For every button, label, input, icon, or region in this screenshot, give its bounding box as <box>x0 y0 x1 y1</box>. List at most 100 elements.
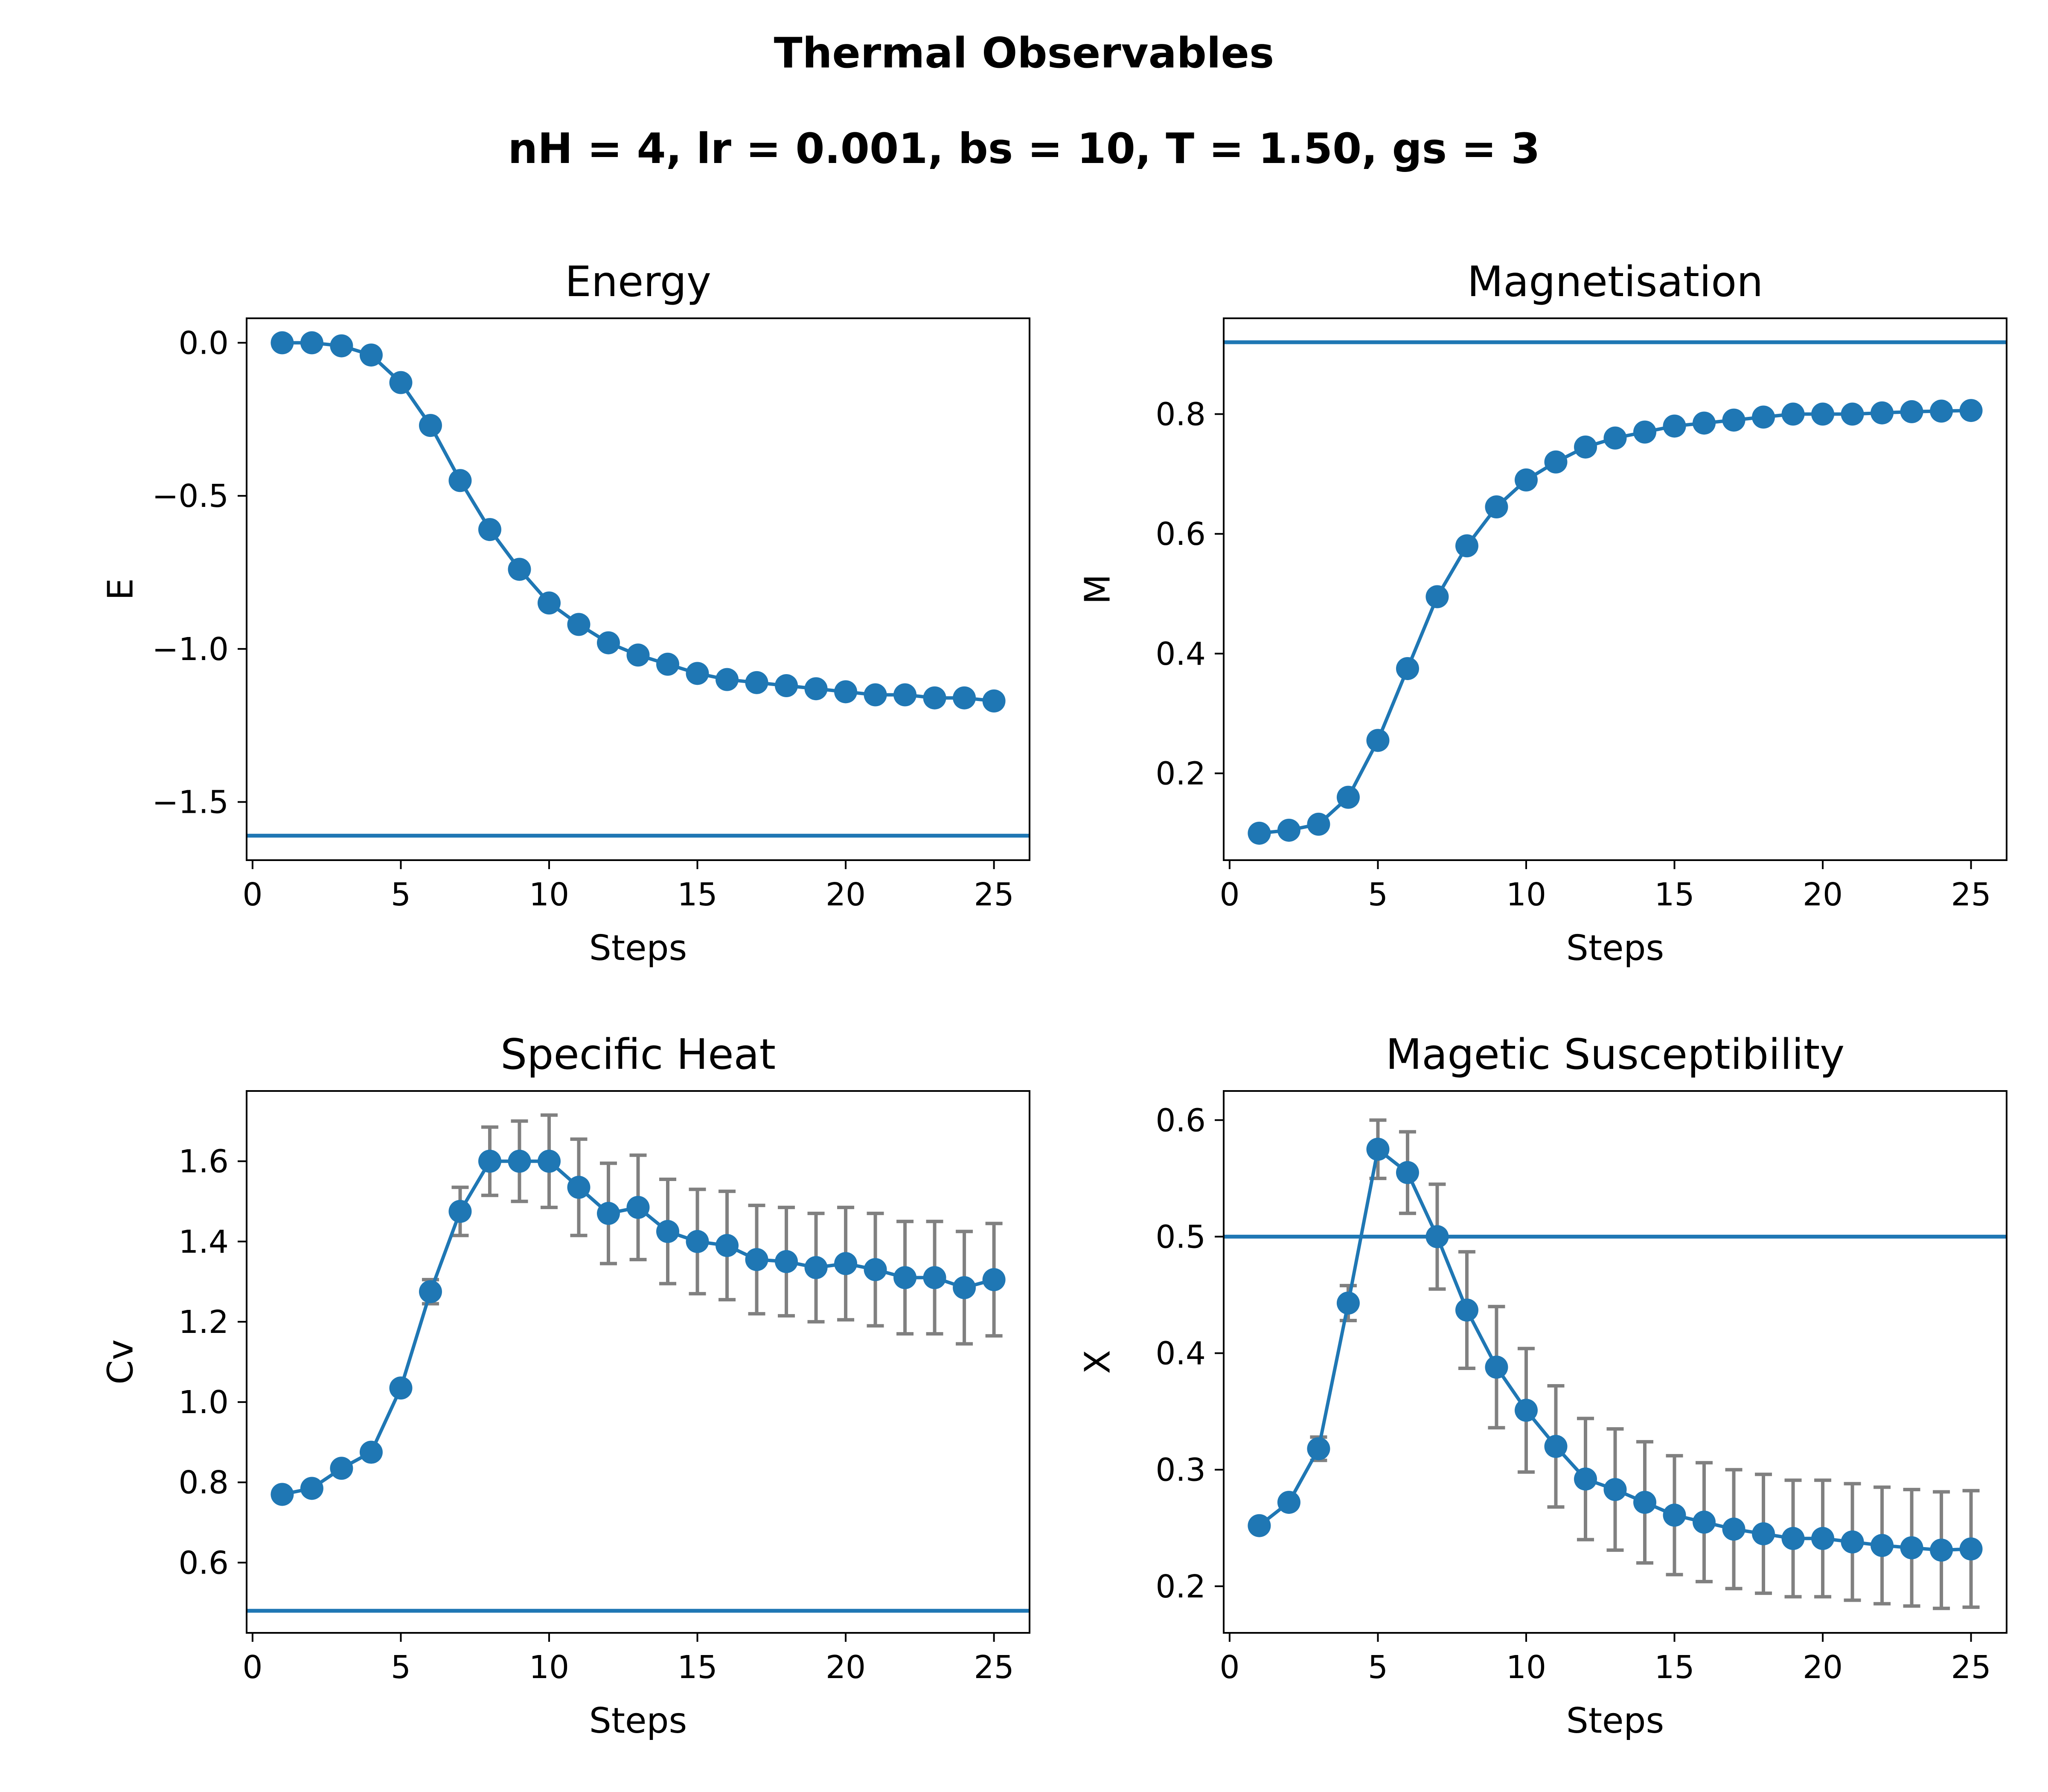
data-point <box>1366 1137 1390 1161</box>
data-point <box>300 1477 323 1500</box>
data-point <box>1959 1537 1983 1561</box>
y-axis-label: Cv <box>100 1339 141 1385</box>
y-tick-label: 0.8 <box>178 1464 229 1501</box>
data-point <box>1514 1399 1538 1422</box>
data-point <box>923 1266 946 1289</box>
x-tick-label: 15 <box>677 876 717 913</box>
data-point <box>1871 1534 1894 1557</box>
data-point <box>478 1149 501 1173</box>
data-point <box>1574 435 1597 459</box>
x-tick-label: 15 <box>1654 1649 1694 1686</box>
y-tick-label: 1.2 <box>178 1304 229 1341</box>
data-point <box>656 652 680 676</box>
data-point <box>1574 1467 1597 1491</box>
data-point <box>864 683 887 707</box>
data-point <box>508 1149 531 1173</box>
data-point <box>1455 1298 1478 1322</box>
axes-frame <box>246 1090 1030 1634</box>
y-tick-label: 0.6 <box>178 1545 229 1581</box>
data-point <box>1277 818 1300 842</box>
data-point <box>1959 399 1983 422</box>
y-tick-label: 0.4 <box>1155 636 1206 672</box>
data-point <box>686 662 709 685</box>
data-point <box>1781 402 1805 426</box>
y-tick-label: −1.0 <box>152 631 229 668</box>
data-point <box>300 331 323 355</box>
y-tick-label: 0.2 <box>1155 1568 1206 1605</box>
data-point <box>745 671 768 694</box>
x-tick-label: 5 <box>391 1649 411 1686</box>
data-point <box>1396 1161 1419 1184</box>
data-point <box>1425 585 1449 608</box>
data-point <box>567 613 591 636</box>
data-point <box>1336 785 1360 809</box>
data-point <box>656 1220 680 1243</box>
data-point <box>626 643 650 667</box>
data-point <box>1722 408 1745 432</box>
data-point <box>745 1248 768 1271</box>
data-point <box>1336 1292 1360 1315</box>
data-point <box>1307 812 1330 836</box>
figure-title: Thermal Observables <box>774 29 1274 78</box>
y-tick-label: 1.6 <box>178 1143 229 1180</box>
y-tick-label: 0.6 <box>1155 516 1206 553</box>
data-point <box>1811 1527 1835 1550</box>
data-point <box>1277 1491 1300 1514</box>
data-point <box>537 591 561 615</box>
data-point <box>893 1266 917 1289</box>
data-point <box>389 371 413 394</box>
data-point <box>1722 1517 1745 1541</box>
y-tick-label: 1.0 <box>178 1384 229 1421</box>
axes-frame <box>1223 1090 2007 1634</box>
data-point <box>359 1440 383 1464</box>
data-point <box>1663 1504 1686 1527</box>
data-point <box>1841 402 1864 426</box>
data-point <box>419 1280 442 1303</box>
data-point <box>982 1268 1006 1292</box>
data-point <box>1248 821 1271 845</box>
x-tick-label: 20 <box>826 876 866 913</box>
axes-frame <box>1223 317 2007 861</box>
plot-title: Magetic Susceptibility <box>1386 1030 1845 1079</box>
x-tick-label: 0 <box>242 876 262 913</box>
x-tick-label: 10 <box>529 876 569 913</box>
data-point <box>448 469 472 492</box>
data-point <box>596 1201 620 1225</box>
axes-frame <box>246 317 1030 861</box>
data-point <box>716 1234 739 1257</box>
data-point <box>834 680 858 704</box>
data-point <box>1603 426 1627 450</box>
data-point <box>1366 729 1390 752</box>
y-tick-label: 0.6 <box>1155 1102 1206 1139</box>
data-point <box>1455 534 1478 558</box>
data-point <box>1485 1356 1508 1379</box>
data-point <box>1900 400 1923 423</box>
data-point <box>1633 1491 1657 1514</box>
x-tick-label: 15 <box>1654 876 1694 913</box>
y-tick-label: 0.8 <box>1155 396 1206 433</box>
x-tick-label: 10 <box>1506 1649 1546 1686</box>
x-tick-label: 20 <box>826 1649 866 1686</box>
data-point <box>1514 468 1538 492</box>
x-tick-label: 20 <box>1803 1649 1843 1686</box>
data-point <box>389 1376 413 1400</box>
x-axis-label: Steps <box>1566 1701 1664 1741</box>
y-tick-label: −0.5 <box>152 478 229 515</box>
y-tick-label: 1.4 <box>178 1224 229 1260</box>
data-point <box>596 631 620 655</box>
y-tick-label: 0.3 <box>1155 1452 1206 1489</box>
data-point <box>716 668 739 691</box>
data-point <box>1544 450 1568 474</box>
data-point <box>1752 1522 1775 1545</box>
data-point <box>271 331 294 355</box>
data-point <box>330 334 353 358</box>
data-point <box>804 677 828 701</box>
data-point <box>448 1200 472 1223</box>
data-point <box>982 689 1006 713</box>
data-point <box>864 1258 887 1281</box>
data-point <box>1693 411 1716 435</box>
y-tick-label: 0.5 <box>1155 1219 1206 1255</box>
x-axis-label: Steps <box>589 928 687 969</box>
data-point <box>1603 1478 1627 1501</box>
data-point <box>1781 1527 1805 1550</box>
